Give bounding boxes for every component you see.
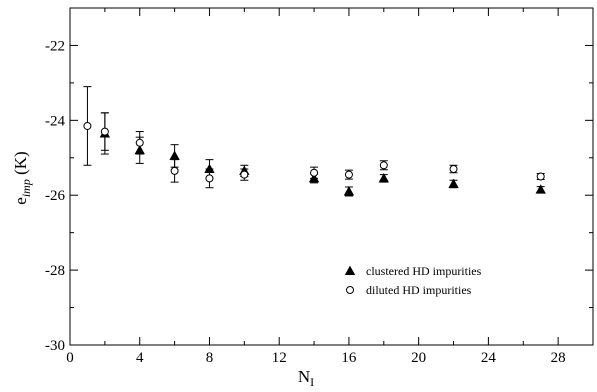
- plot-border: [69, 7, 594, 346]
- data-point: [240, 170, 249, 179]
- legend-symbol-circle: [346, 286, 354, 294]
- series-diluted: [83, 86, 545, 189]
- data-point: [343, 186, 355, 196]
- x-axis-label-main: N: [298, 367, 310, 386]
- data-point: [379, 161, 388, 170]
- x-tick-label: 12: [272, 350, 287, 366]
- x-axis-ticks: 0 4 8 12 16 20 24 28: [66, 8, 566, 366]
- legend-marker-clustered: [344, 265, 356, 276]
- data-point: [536, 172, 545, 181]
- y-tick-label: -22: [45, 38, 65, 54]
- data-point: [83, 121, 92, 130]
- y-tick-label: -24: [45, 113, 65, 129]
- y-tick-label: -26: [45, 188, 65, 204]
- data-point: [205, 174, 214, 183]
- legend-label-diluted: diluted HD impurities: [366, 283, 472, 297]
- x-tick-label: 4: [136, 350, 144, 366]
- legend: clustered HD impurities diluted HD impur…: [344, 264, 482, 297]
- data-point: [310, 168, 319, 177]
- data-point: [448, 178, 459, 188]
- data-point: [344, 170, 353, 179]
- y-axis-label-unit: (K): [11, 151, 30, 179]
- x-tick-label: 8: [206, 350, 214, 366]
- plot-frame: [69, 7, 594, 346]
- y-axis-label: eimp (K): [11, 151, 33, 204]
- y-axis-label-main: e: [11, 197, 30, 205]
- data-point: [535, 184, 546, 194]
- y-axis-ticks: -30 -28 -26 -24 -22: [45, 38, 593, 354]
- data-point: [449, 165, 458, 174]
- y-tick-label: -28: [45, 263, 65, 279]
- y-tick-label: -30: [45, 338, 65, 354]
- data-point: [170, 166, 179, 175]
- y-axis-label-sub: imp: [19, 179, 33, 197]
- x-axis-label-sub: I: [310, 375, 314, 387]
- data-point: [100, 127, 109, 136]
- legend-marker-diluted: [346, 286, 354, 294]
- data-point: [135, 138, 144, 147]
- data-series: [83, 86, 546, 197]
- x-tick-label: 16: [341, 350, 357, 366]
- x-tick-label: 0: [66, 350, 74, 366]
- series-clustered: [99, 112, 546, 197]
- x-tick-label: 24: [481, 350, 497, 366]
- data-point: [169, 150, 180, 160]
- data-point: [378, 173, 389, 183]
- x-tick-label: 28: [551, 350, 566, 366]
- x-axis-label: NI: [298, 367, 314, 387]
- x-tick-label: 20: [411, 350, 426, 366]
- legend-symbol-triangle: [344, 265, 356, 276]
- legend-label-clustered: clustered HD impurities: [366, 264, 482, 278]
